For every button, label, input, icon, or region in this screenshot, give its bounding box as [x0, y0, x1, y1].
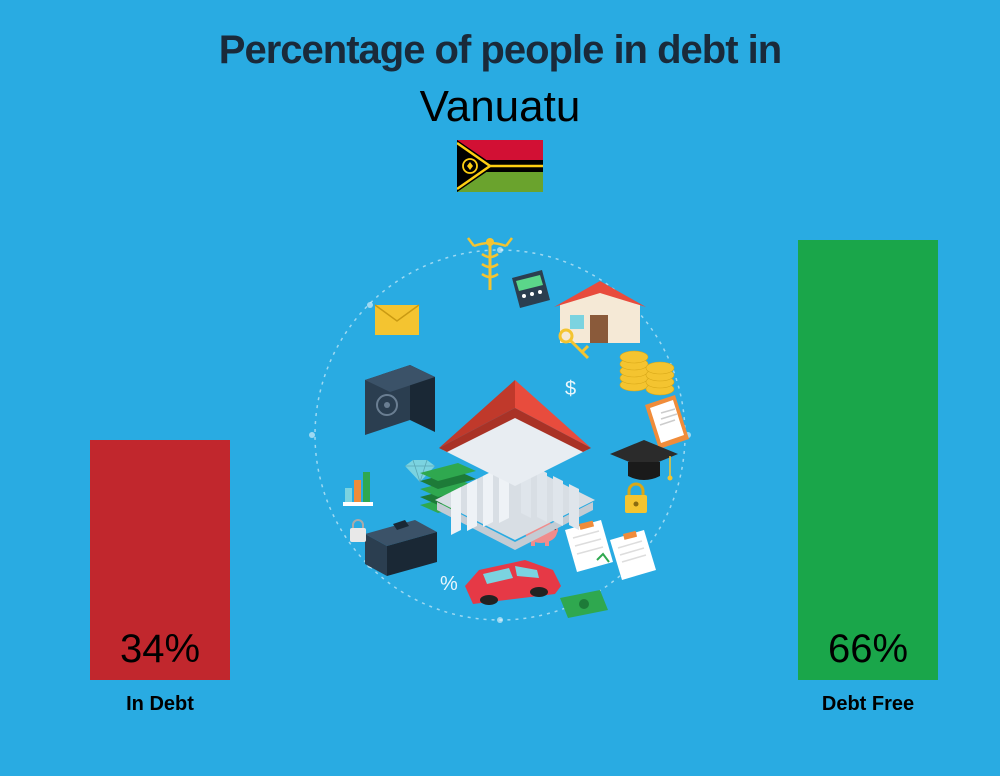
bar-in-debt-label: In Debt [60, 693, 260, 716]
finance-illustration: %%$$ [290, 210, 710, 630]
bar-debt-free-value: 66% [798, 627, 938, 672]
title-line-1: Percentage of people in debt in [0, 28, 1000, 73]
svg-text:$: $ [565, 378, 576, 400]
vanuatu-flag-icon [457, 140, 543, 197]
bar-debt-free: 66% [798, 240, 938, 680]
title-line-2: Vanuatu [0, 82, 1000, 132]
bar-in-debt: 34% [90, 440, 230, 680]
svg-text:%: % [440, 573, 458, 595]
bar-in-debt-value: 34% [90, 627, 230, 672]
bar-debt-free-label: Debt Free [768, 693, 968, 716]
